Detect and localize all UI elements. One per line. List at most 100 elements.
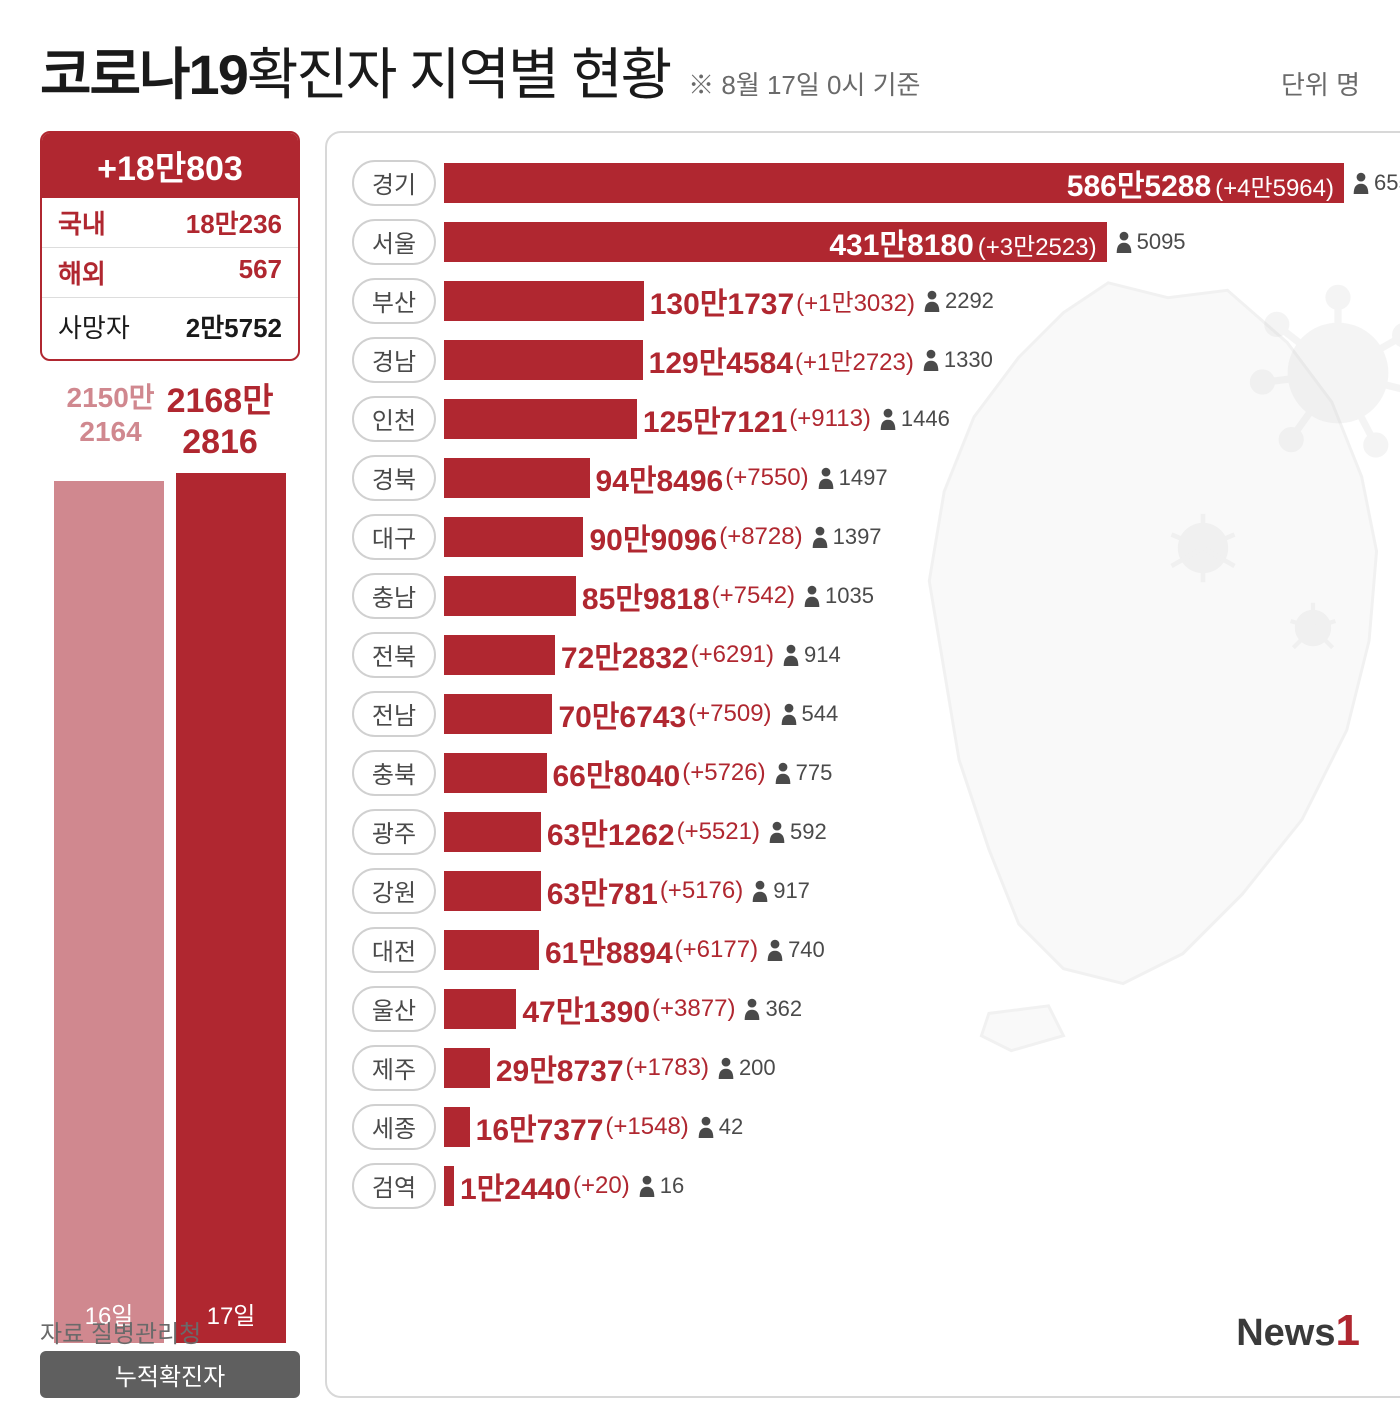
region-values: 63만781 (+5176) — [547, 869, 743, 913]
summary-row-value: 18만236 — [186, 204, 282, 241]
region-delta: (+7542) — [712, 582, 795, 610]
region-delta: (+20) — [573, 1172, 630, 1200]
region-bar — [444, 281, 644, 321]
left-panel: +18만803 국내18만236해외567사망자2만5752 2150만 216… — [40, 131, 300, 1398]
person-icon — [766, 939, 784, 961]
deaths-group: 1330 — [922, 347, 993, 373]
region-bar — [444, 1166, 454, 1206]
region-name-pill: 울산 — [352, 986, 436, 1032]
region-total: 29만8737 — [496, 1046, 624, 1090]
summary-row: 사망자2만5752 — [42, 298, 298, 359]
deaths-count: 2292 — [945, 288, 994, 314]
curr-bar: 17일 — [176, 473, 286, 1343]
bar-track: 63만781 (+5176) 917 — [444, 868, 1400, 914]
region-total: 63만781 — [547, 869, 658, 913]
bar-track: 70만6743 (+7509) 544 — [444, 691, 1400, 737]
region-bar — [444, 458, 590, 498]
deaths-group: 1397 — [811, 524, 882, 550]
bar-track: 47만1390 (+3877) 362 — [444, 986, 1400, 1032]
region-delta: (+5521) — [677, 818, 760, 846]
region-name-pill: 대전 — [352, 927, 436, 973]
region-row: 충남 85만9818 (+7542) 1035 — [352, 566, 1400, 625]
region-delta: (+3877) — [652, 995, 735, 1023]
region-delta: (+9113) — [789, 405, 871, 433]
region-row: 경기 586만5288(+4만5964) 6558 — [352, 153, 1400, 212]
deaths-count: 362 — [765, 996, 802, 1022]
summary-box: +18만803 국내18만236해외567사망자2만5752 — [40, 131, 300, 361]
deaths-group: 1446 — [879, 406, 950, 432]
region-bar — [444, 989, 516, 1029]
region-row: 대전 61만8894 (+6177) 740 — [352, 920, 1400, 979]
region-bar — [444, 1048, 490, 1088]
curr-top2: 2816 — [167, 422, 274, 463]
region-total: 431만8180(+3만2523) — [829, 220, 1096, 264]
region-row: 전북 72만2832 (+6291) 914 — [352, 625, 1400, 684]
region-values: 47만1390 (+3877) — [522, 987, 735, 1031]
region-row: 전남 70만6743 (+7509) 544 — [352, 684, 1400, 743]
bar-track: 16만7377 (+1548) 42 — [444, 1104, 1400, 1150]
deaths-group: 1035 — [803, 583, 874, 609]
deaths-group: 6558 — [1352, 170, 1400, 196]
deaths-count: 16 — [660, 1173, 684, 1199]
region-row: 충북 66만8040 (+5726) 775 — [352, 743, 1400, 802]
deaths-count: 1330 — [944, 347, 993, 373]
region-bar — [444, 576, 576, 616]
region-values: 94만8496 (+7550) — [596, 456, 809, 500]
region-total: 586만5288(+4만5964) — [1067, 161, 1334, 205]
summary-row-label: 해외 — [58, 254, 106, 291]
deaths-count: 42 — [719, 1114, 743, 1140]
region-values: 66만8040 (+5726) — [553, 751, 766, 795]
region-total: 1만2440 — [460, 1164, 571, 1208]
prev-top-label: 2150만 2164 — [67, 381, 155, 463]
bar-track: 130만1737 (+1만3032) 2292 — [444, 278, 1400, 324]
title-sub: 확진자 지역별 현황 — [247, 30, 670, 111]
deaths-count: 740 — [788, 937, 825, 963]
unit-label: 단위 명 — [1281, 65, 1360, 102]
person-icon — [923, 290, 941, 312]
region-values: 1만2440 (+20) — [460, 1164, 630, 1208]
person-icon — [782, 644, 800, 666]
region-name-pill: 부산 — [352, 278, 436, 324]
bar-track: 85만9818 (+7542) 1035 — [444, 573, 1400, 619]
bar-track: 63만1262 (+5521) 592 — [444, 809, 1400, 855]
deaths-group: 16 — [638, 1173, 684, 1199]
region-total: 47만1390 — [522, 987, 650, 1031]
region-total: 129만4584 — [649, 338, 793, 382]
region-row: 대구 90만9096 (+8728) 1397 — [352, 507, 1400, 566]
curr-top-label: 2168만 2816 — [167, 381, 274, 463]
title-main: 코로나19 — [40, 30, 247, 111]
person-icon — [922, 349, 940, 371]
deaths-group: 544 — [780, 701, 839, 727]
region-name-pill: 대구 — [352, 514, 436, 560]
region-delta: (+1783) — [626, 1054, 709, 1082]
person-icon — [1352, 172, 1370, 194]
region-name-pill: 경남 — [352, 337, 436, 383]
region-total: 63만1262 — [547, 810, 675, 854]
bar-track: 29만8737 (+1783) 200 — [444, 1045, 1400, 1091]
region-values: 63만1262 (+5521) — [547, 810, 760, 854]
region-name-pill: 경기 — [352, 160, 436, 206]
region-row: 검역 1만2440 (+20) 16 — [352, 1156, 1400, 1215]
region-delta: (+1만2723) — [795, 342, 914, 377]
region-values: 61만8894 (+6177) — [545, 928, 758, 972]
region-name-pill: 전남 — [352, 691, 436, 737]
summary-row-value: 567 — [239, 254, 282, 291]
cumulative-top-labels: 2150만 2164 2168만 2816 — [40, 381, 300, 463]
summary-increase: +18만803 — [42, 133, 298, 198]
region-delta: (+4만5964) — [1215, 175, 1334, 202]
person-icon — [697, 1116, 715, 1138]
deaths-group: 1497 — [817, 465, 888, 491]
prev-top1: 2150만 — [67, 381, 155, 415]
region-name-pill: 인천 — [352, 396, 436, 442]
region-name-pill: 충북 — [352, 750, 436, 796]
region-delta: (+8728) — [719, 523, 802, 551]
deaths-group: 2292 — [923, 288, 994, 314]
deaths-group: 362 — [743, 996, 802, 1022]
deaths-group: 42 — [697, 1114, 743, 1140]
region-delta: (+6177) — [675, 936, 758, 964]
person-icon — [751, 880, 769, 902]
subtitle: ※ 8월 17일 0시 기준 — [688, 65, 920, 102]
footer: 자료 질병관리청 News1 — [0, 1286, 1400, 1356]
region-values: 125만7121 (+9113) — [643, 397, 871, 441]
region-bar: 431만8180(+3만2523) — [444, 222, 1107, 262]
